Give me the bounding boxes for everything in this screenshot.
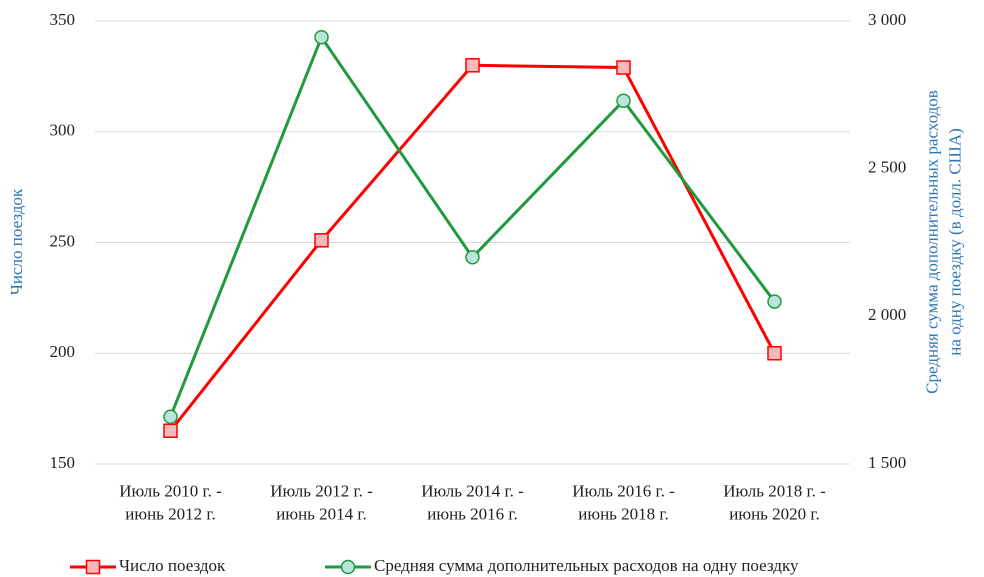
y-tick-label: 300: [50, 121, 76, 140]
marker: [465, 58, 480, 73]
legend-marker: [85, 559, 101, 575]
marker: [314, 29, 329, 45]
x-tick-label: Июль 2016 г. -июнь 2018 г.: [572, 481, 675, 523]
y-tick-label: 150: [50, 453, 76, 472]
marker: [163, 409, 178, 424]
y-tick-label: 250: [50, 231, 76, 250]
marker: [314, 233, 329, 248]
x-tick-label: Июль 2014 г. -июнь 2016 г.: [421, 481, 524, 523]
y-tick-label: 350: [50, 10, 76, 29]
y2-tick-label: 3 000: [868, 10, 906, 29]
y-tick-label: 200: [50, 342, 76, 361]
legend-label: Средняя сумма дополнительных расходов на…: [374, 556, 799, 575]
x-tick-label: Июль 2010 г. -июнь 2012 г.: [119, 481, 222, 523]
marker: [767, 346, 782, 361]
series-line: [169, 34, 776, 418]
y2-tick-label: 1 500: [868, 453, 906, 472]
marker: [163, 423, 178, 439]
legend-marker: [340, 559, 356, 575]
x-tick-label: Июль 2018 г. -июнь 2020 г.: [723, 481, 826, 523]
x-tick-label: Июль 2012 г. -июнь 2014 г.: [270, 481, 373, 523]
legend-label: Число поездок: [119, 556, 226, 575]
y2-tick-label: 2 000: [868, 305, 906, 324]
y2-tick-label: 2 500: [868, 158, 906, 177]
marker: [767, 294, 782, 309]
marker: [616, 93, 631, 108]
marker: [616, 60, 631, 75]
y-axis-label: Число поездок: [7, 188, 26, 295]
y2-axis-label: Средняя сумма дополнительных расходов на …: [922, 90, 964, 394]
series-line: [169, 63, 776, 432]
marker: [465, 250, 480, 265]
